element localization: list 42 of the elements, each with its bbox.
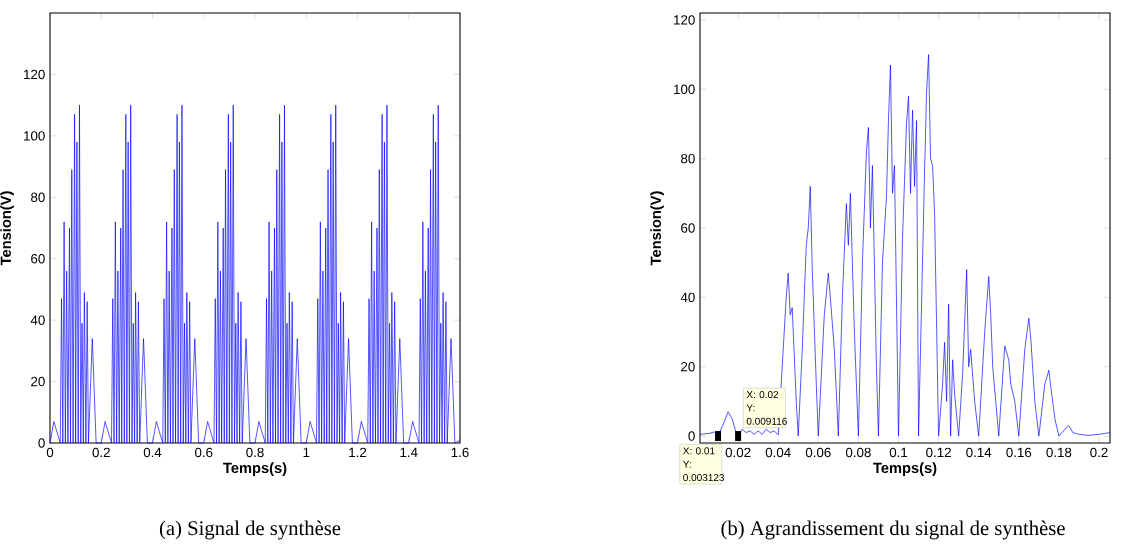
- x-tick-label: 0.14: [966, 447, 992, 458]
- x-tick-label: 0.06: [805, 447, 831, 458]
- x-tick-label: 0.12: [926, 447, 951, 458]
- y-axis-title: Tension(V): [650, 191, 664, 266]
- y-tick-label: 60: [681, 223, 695, 233]
- y-tick-label: 120: [674, 15, 695, 25]
- x-tick-label: 0.6: [195, 447, 213, 458]
- text: (b) Agrandissement du signal de synthèse: [721, 520, 1065, 540]
- y-tick-label: 120: [24, 69, 45, 80]
- y-tick-label: 60: [31, 254, 45, 264]
- x-tick-label: 0.04: [765, 447, 791, 458]
- x-axis-title: Temps(s): [873, 462, 937, 476]
- y-tick-label: 80: [31, 192, 45, 202]
- x-tick-label: 1.4: [400, 447, 418, 457]
- x-tick-label: 1: [303, 447, 310, 457]
- x-tick-label: 0.2: [92, 447, 110, 458]
- x-tick-label: 0.16: [1006, 447, 1032, 458]
- annotation: X: 0.02 Y: 0.009116: [746, 391, 787, 425]
- x-tick-label: 0.08: [845, 447, 871, 458]
- annotation: X: 0.01 Y: 0.003123: [683, 447, 725, 482]
- y-tick-label: 100: [24, 131, 45, 141]
- x-tick-label: 0.18: [1046, 447, 1072, 458]
- line-series: [49, 104, 461, 444]
- y-tick-label: 0: [688, 431, 695, 441]
- y-axis-title: Tension(V): [0, 191, 14, 266]
- x-tick-label: 0.4: [143, 447, 162, 458]
- y-tick-label: 80: [681, 153, 695, 164]
- y-tick-label: 100: [674, 84, 695, 94]
- x-tick-label: 0: [46, 447, 54, 458]
- y-tick-label: 20: [681, 361, 695, 372]
- x-tick-label: 0.02: [725, 447, 751, 458]
- y-tick-label: 40: [30, 315, 45, 325]
- x-tick-label: 1.6: [451, 447, 469, 458]
- x-tick-label: 0.1: [889, 447, 908, 458]
- x-tick-label: 1.2: [349, 447, 367, 458]
- y-tick-label: 40: [680, 292, 695, 303]
- y-tick-label: 0: [38, 438, 45, 448]
- text: (a) Signal de synthèse: [159, 520, 341, 540]
- x-tick-label: 0.8: [246, 447, 264, 458]
- x-tick-label: 0.2: [1090, 447, 1108, 458]
- y-tick-label: 20: [31, 376, 45, 387]
- x-axis-title: Temps(s): [223, 462, 287, 476]
